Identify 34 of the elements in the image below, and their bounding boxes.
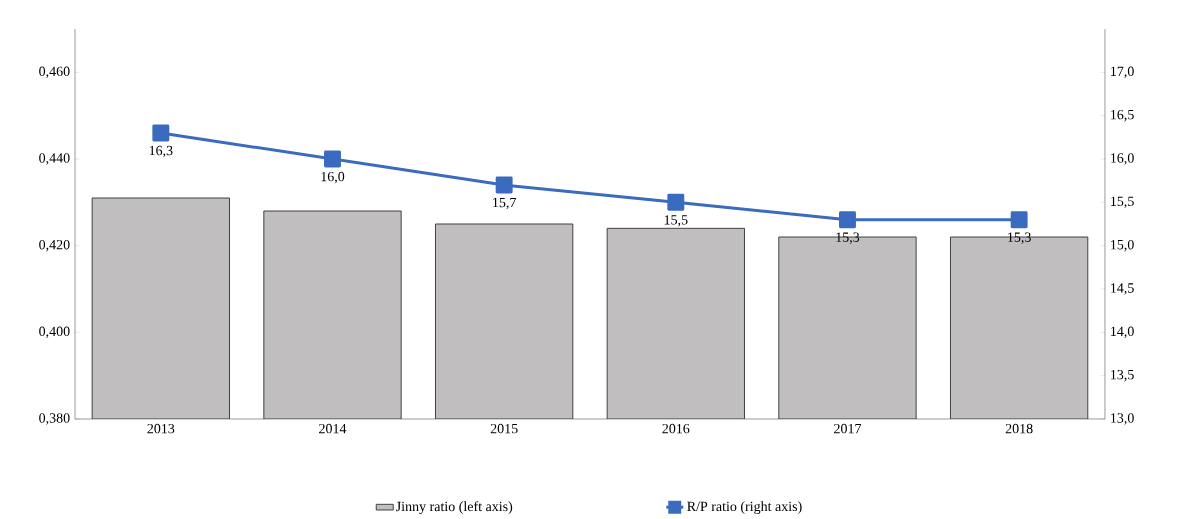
point bbox=[495, 176, 513, 194]
x-tick-label: 2015 bbox=[490, 423, 518, 434]
point bbox=[152, 124, 170, 142]
y-tick-label: 0,440 bbox=[39, 153, 70, 165]
y2-tick-label: 13,5 bbox=[1111, 369, 1134, 382]
y-tick-label: 0,460 bbox=[39, 66, 70, 79]
data-label: 16,3 bbox=[149, 145, 173, 158]
y2-tick-label: 13,0 bbox=[1111, 413, 1134, 425]
point bbox=[839, 211, 856, 229]
point bbox=[1010, 211, 1028, 229]
data-label: 15,3 bbox=[836, 232, 860, 244]
legend-label: Jinny ratio (left axis) bbox=[396, 501, 513, 515]
y-tick-label: 0,380 bbox=[39, 413, 70, 425]
data-label: 15,5 bbox=[664, 215, 688, 227]
y2-tick-label: 17,0 bbox=[1111, 66, 1134, 79]
x-tick-label: 2016 bbox=[662, 423, 690, 434]
x-tick-label: 2017 bbox=[834, 423, 862, 434]
x-tick-label: 2013 bbox=[147, 423, 175, 434]
y2-tick-label: 15,5 bbox=[1111, 196, 1134, 209]
y-tick-label: 0,420 bbox=[39, 239, 70, 252]
y2-tick-label: 14,5 bbox=[1111, 283, 1134, 295]
legend-label: R/P ratio (right axis) bbox=[687, 501, 802, 514]
point bbox=[324, 150, 341, 168]
point bbox=[667, 193, 685, 211]
data-label: 15,7 bbox=[493, 197, 516, 210]
y2-tick-label: 16,0 bbox=[1111, 153, 1134, 165]
y2-tick-label: 14,0 bbox=[1111, 326, 1134, 339]
data-label: 15,3 bbox=[1008, 232, 1031, 244]
y2-tick-label: 15,0 bbox=[1111, 239, 1134, 252]
data-label: 16,0 bbox=[321, 171, 345, 184]
x-tick-label: 2018 bbox=[1005, 423, 1033, 434]
y2-tick-label: 16,5 bbox=[1111, 109, 1134, 122]
y-tick-label: 0,400 bbox=[39, 326, 70, 339]
x-tick-label: 2014 bbox=[319, 423, 347, 434]
